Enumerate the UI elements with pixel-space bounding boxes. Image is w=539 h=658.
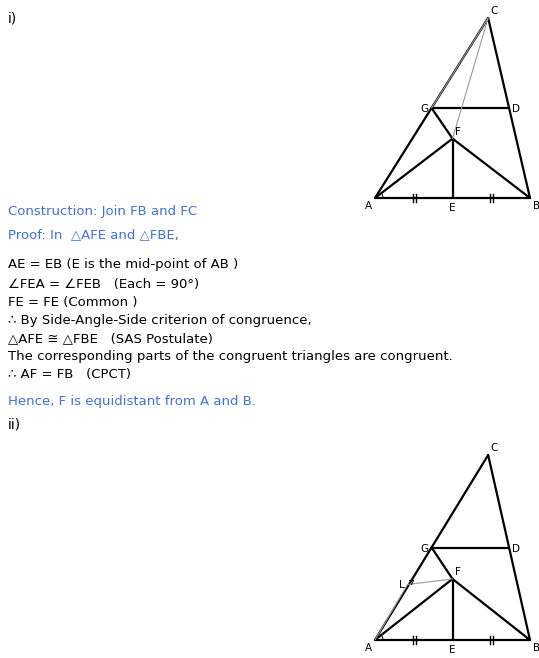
Text: B: B [533, 201, 539, 211]
Text: Proof: In  △AFE and △FBE,: Proof: In △AFE and △FBE, [8, 228, 179, 241]
Text: G: G [420, 544, 429, 553]
Text: B: B [533, 643, 539, 653]
Text: The corresponding parts of the congruent triangles are congruent.: The corresponding parts of the congruent… [8, 350, 453, 363]
Text: C: C [490, 6, 497, 16]
Text: E: E [449, 645, 456, 655]
Text: FE = FE (Common ): FE = FE (Common ) [8, 296, 137, 309]
Text: A: A [365, 201, 372, 211]
Text: F: F [454, 126, 460, 137]
Text: C: C [490, 443, 497, 453]
Text: A: A [365, 643, 372, 653]
Text: G: G [420, 104, 429, 114]
Text: D: D [512, 104, 520, 114]
Text: E: E [449, 203, 456, 213]
Text: ∴ AF = FB   (CPCT): ∴ AF = FB (CPCT) [8, 368, 131, 381]
Text: Hence, F is equidistant from A and B.: Hence, F is equidistant from A and B. [8, 395, 256, 408]
Text: L: L [399, 580, 405, 590]
Text: △AFE ≅ △FBE   (SAS Postulate): △AFE ≅ △FBE (SAS Postulate) [8, 332, 213, 345]
Text: ii): ii) [8, 418, 21, 432]
Text: i): i) [8, 12, 17, 26]
Text: F: F [454, 567, 460, 577]
Text: Construction: Join FB and FC: Construction: Join FB and FC [8, 205, 197, 218]
Text: ∴ By Side-Angle-Side criterion of congruence,: ∴ By Side-Angle-Side criterion of congru… [8, 314, 312, 327]
Text: AE = EB (E is the mid-point of AB ): AE = EB (E is the mid-point of AB ) [8, 258, 238, 271]
Text: ∠FEA = ∠FEB   (Each = 90°): ∠FEA = ∠FEB (Each = 90°) [8, 278, 199, 291]
Text: D: D [512, 544, 520, 553]
